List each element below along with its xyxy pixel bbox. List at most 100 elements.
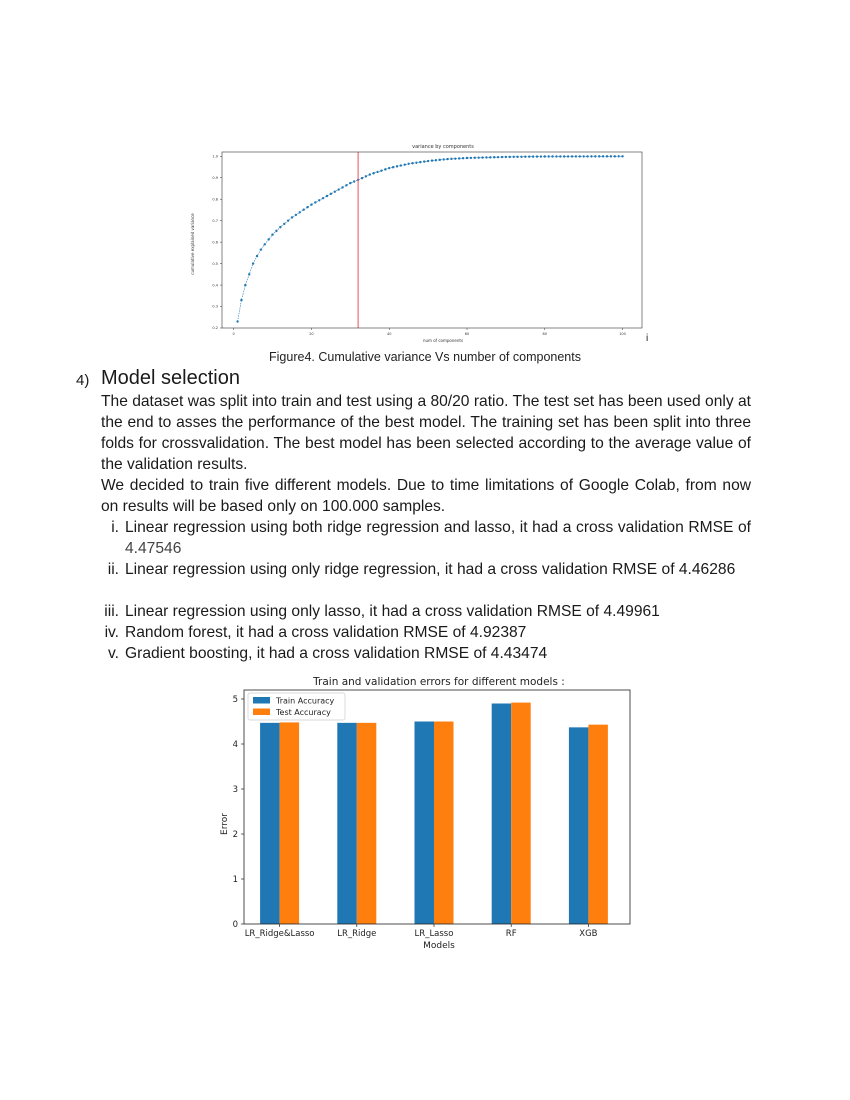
data-point <box>578 155 581 158</box>
y-tick-label: 0 <box>233 920 238 930</box>
variance-line <box>237 155 623 322</box>
data-point <box>613 155 616 158</box>
list-number: i. <box>111 519 119 536</box>
data-point <box>465 156 469 160</box>
bar-train <box>260 722 280 924</box>
y-tick-label: 0.4 <box>212 283 218 287</box>
data-point <box>508 155 511 159</box>
data-point <box>570 155 574 158</box>
list-text: Linear regression using both ridge regre… <box>125 519 751 536</box>
bar-train <box>337 722 357 924</box>
data-point <box>314 201 317 204</box>
data-point <box>286 219 290 222</box>
data-point <box>263 243 266 246</box>
rmse-value: 4.43474 <box>490 645 548 662</box>
data-point <box>372 172 375 175</box>
data-point <box>473 156 476 159</box>
data-point <box>244 283 247 287</box>
data-point <box>574 155 578 158</box>
bar-test <box>588 724 608 924</box>
data-point <box>582 155 585 158</box>
data-point <box>349 181 352 185</box>
y-axis-label: Error <box>220 813 230 835</box>
rmse-value: 4.49961 <box>603 603 660 620</box>
section-number: 4) <box>76 372 90 389</box>
data-point <box>391 166 395 169</box>
x-tick-label: 0 <box>233 332 235 336</box>
bar-test <box>279 722 300 924</box>
data-point <box>446 157 449 161</box>
chart-title: Train and validation errors for differen… <box>312 676 565 688</box>
data-point <box>609 155 613 158</box>
data-point <box>524 155 527 158</box>
y-tick-label: 3 <box>233 785 238 795</box>
y-tick-label: 0.5 <box>212 262 218 266</box>
data-point <box>419 160 422 164</box>
x-tick-label: LR_Ridge <box>337 929 376 939</box>
y-axis-label: cumulative explained variance <box>190 213 195 275</box>
bar-train <box>568 727 589 924</box>
data-point <box>485 156 488 159</box>
data-point <box>353 180 356 183</box>
data-point <box>617 155 620 158</box>
x-tick-label: 20 <box>309 332 313 336</box>
data-point <box>329 192 333 196</box>
x-tick-label: 60 <box>465 332 469 336</box>
model-errors-bar-chart: Train and validation errors for differen… <box>220 676 631 951</box>
bar-test <box>434 721 454 924</box>
bar-train <box>414 721 434 924</box>
data-point <box>302 208 305 211</box>
data-point <box>430 159 434 162</box>
chart-title: variance by components <box>412 144 474 150</box>
data-point <box>423 160 426 163</box>
data-point <box>294 213 298 217</box>
list-text: Linear regression using only ridge regre… <box>125 561 675 578</box>
paragraph: The dataset was split into train and tes… <box>101 393 751 473</box>
y-tick-label: 1.0 <box>212 154 218 158</box>
data-point <box>368 173 371 176</box>
data-point <box>586 155 589 158</box>
legend-label: Train Accuracy <box>275 697 335 706</box>
data-point <box>267 238 270 241</box>
data-point <box>438 158 441 162</box>
data-point <box>500 155 504 159</box>
data-point <box>469 156 473 160</box>
data-point <box>306 205 309 209</box>
list-number: ii. <box>107 561 119 578</box>
data-point <box>321 196 325 200</box>
bar-test <box>356 722 377 924</box>
cumulative-variance-chart: variance by components num of components… <box>190 144 643 343</box>
data-point <box>458 157 461 160</box>
data-point <box>563 155 566 158</box>
data-point <box>605 155 609 158</box>
data-point <box>248 273 251 276</box>
data-point <box>259 248 263 251</box>
x-tick-label: RF <box>506 929 517 939</box>
bar-train <box>491 703 512 924</box>
data-point <box>364 175 368 178</box>
data-point <box>395 165 399 168</box>
data-point <box>481 156 484 159</box>
plot-frame <box>243 689 631 925</box>
data-point <box>310 203 313 206</box>
x-tick-label: LR_Lasso <box>415 929 454 939</box>
data-point <box>337 188 340 191</box>
data-point <box>504 155 508 159</box>
data-point <box>333 190 336 193</box>
data-point <box>251 262 255 265</box>
data-point <box>388 166 391 170</box>
data-point <box>539 155 543 158</box>
data-point <box>590 155 593 158</box>
data-point <box>555 155 558 158</box>
legend-label: Test Accuracy <box>275 708 331 717</box>
data-point <box>380 169 383 172</box>
y-tick-label: 0.7 <box>212 219 218 223</box>
list-number: iii. <box>104 603 119 620</box>
data-point <box>236 320 239 323</box>
rmse-value: 4.92387 <box>469 624 527 641</box>
x-tick-label: LR_Ridge&Lasso <box>245 929 315 939</box>
data-point <box>403 163 406 166</box>
legend: Train Accuracy Test Accuracy <box>247 692 346 721</box>
data-point <box>559 155 562 158</box>
data-point <box>271 233 274 236</box>
